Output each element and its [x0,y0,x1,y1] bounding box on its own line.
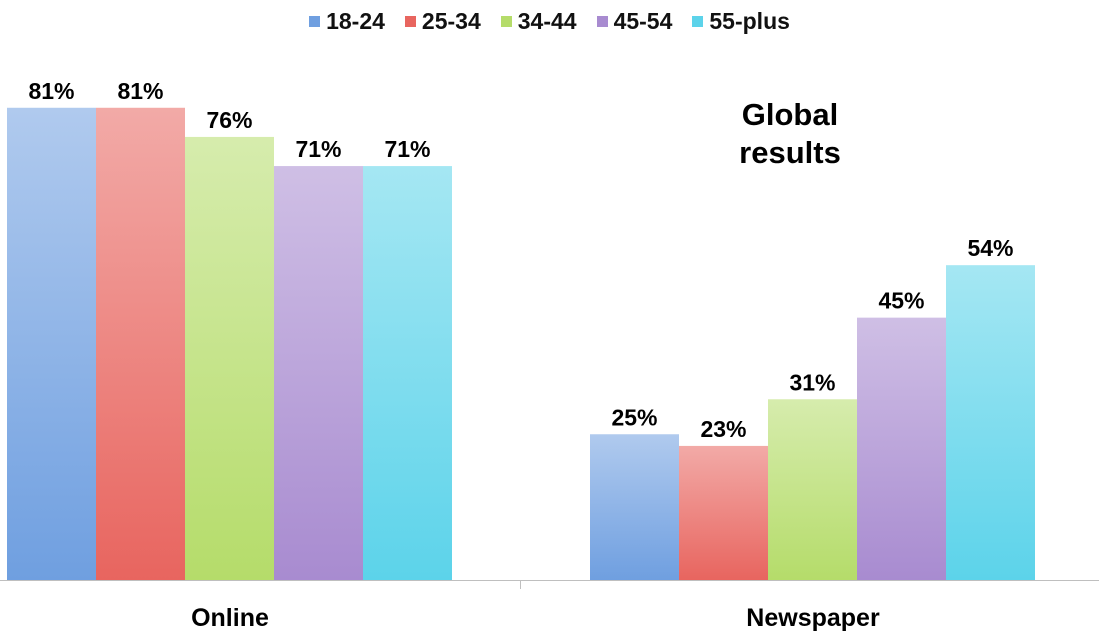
chart-title-line-2: results [739,135,841,170]
legend-label: 45-54 [613,8,673,34]
legend-item-25-34: 25-34 [404,8,481,35]
bar-online-55-plus [363,166,452,580]
data-label-newspaper-34-44: 31% [789,369,835,395]
data-label-newspaper-55-plus: 54% [967,235,1013,261]
value-labels-layer: 81% 81% 76% 71% 71% 25% 23% 31% 45% 54% [28,78,1013,442]
data-label-online-55-plus: 71% [384,136,430,162]
data-label-newspaper-45-54: 45% [878,288,924,314]
legend-label: 55-plus [709,8,790,34]
bar-newspaper-25-34 [679,445,768,580]
legend-label: 25-34 [421,8,481,34]
bar-online-18-24 [7,107,96,581]
data-label-online-34-44: 76% [206,107,252,133]
legend-item-45-54: 45-54 [596,8,673,35]
bar-newspaper-34-44 [768,399,857,580]
bar-online-25-34 [96,107,185,581]
legend-swatch [404,16,416,27]
x-tick-label-online: Online [191,604,269,632]
bar-online-45-54 [274,166,363,580]
legend-item-18-24: 18-24 [309,8,385,35]
bar-online-34-44 [185,136,274,581]
chart-title-line-1: Global [741,97,839,132]
chart-title: Global results [690,96,890,172]
data-label-online-45-54: 71% [295,136,341,162]
legend-label: 34-44 [517,8,577,34]
legend-swatch [500,16,512,27]
bar-newspaper-45-54 [857,317,946,580]
data-label-newspaper-25-34: 23% [700,416,746,442]
legend-item-55-plus: 55-plus [692,8,790,35]
data-label-online-18-24: 81% [28,78,74,104]
data-label-online-25-34: 81% [117,78,163,104]
legend-item-34-44: 34-44 [500,8,577,35]
legend-swatch [596,16,608,27]
legend-swatch [692,16,704,27]
x-tick-label-newspaper: Newspaper [746,604,880,632]
bar-newspaper-55-plus [946,265,1035,580]
bar-newspaper-18-24 [590,434,679,580]
legend-swatch [309,16,321,27]
data-label-newspaper-18-24: 25% [611,404,657,430]
x-axis: Online Newspaper [0,580,1099,632]
bars-layer [7,107,1035,581]
chart-legend: 18-24 25-34 34-44 45-54 55-plus [0,8,1099,35]
legend-label: 18-24 [326,8,385,34]
